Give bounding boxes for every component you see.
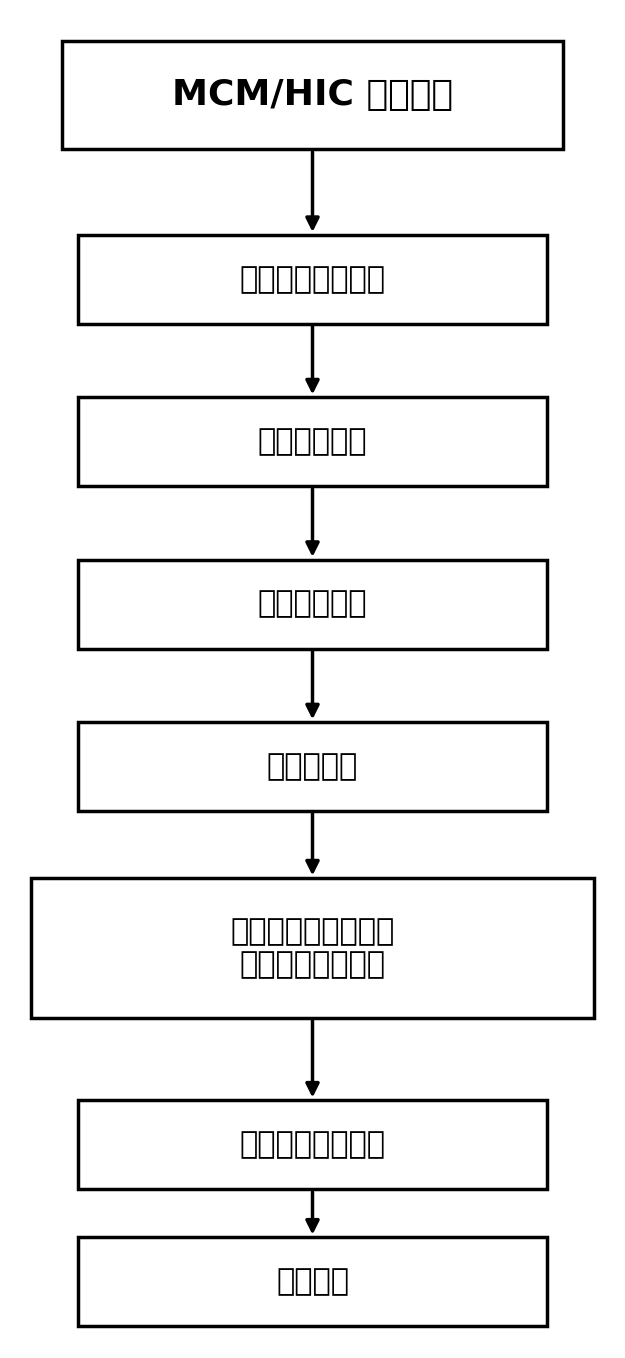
- Text: 电性能测试: 电性能测试: [267, 752, 358, 781]
- Bar: [31, 879, 594, 1018]
- Text: 样品的抽样和处置: 样品的抽样和处置: [239, 265, 386, 293]
- Bar: [78, 1100, 547, 1190]
- Bar: [78, 398, 547, 486]
- Text: 剂量率的选择: 剂量率的选择: [258, 428, 368, 456]
- Bar: [62, 41, 562, 149]
- Bar: [78, 559, 547, 649]
- Text: 辐射偏置设置: 辐射偏置设置: [258, 589, 368, 619]
- Text: 退火试验: 退火试验: [276, 1267, 349, 1297]
- Bar: [78, 722, 547, 811]
- Bar: [78, 235, 547, 323]
- Text: 针对一个或多个敏感
元器件的辐照试验: 针对一个或多个敏感 元器件的辐照试验: [231, 917, 394, 979]
- Text: 整体电路辐照试验: 整体电路辐照试验: [239, 1130, 386, 1160]
- Bar: [78, 1237, 547, 1327]
- Text: MCM/HIC 电路分析: MCM/HIC 电路分析: [172, 79, 453, 113]
